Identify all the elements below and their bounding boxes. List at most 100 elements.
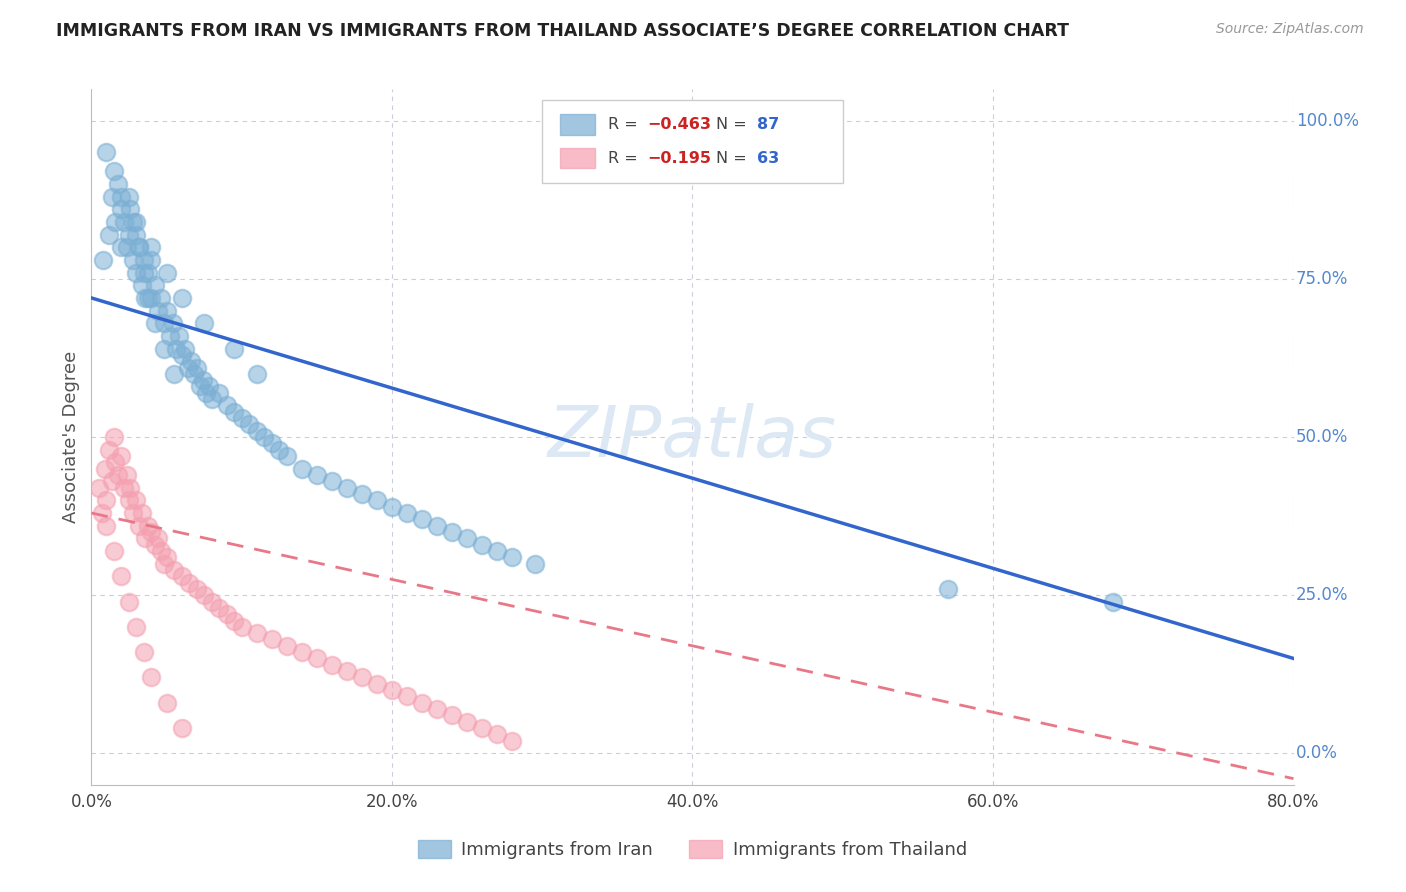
Point [167, 329, 190, 343]
Point [110, 569, 132, 583]
Point [118, 594, 141, 608]
Point [118, 227, 141, 242]
Text: N =: N = [717, 151, 752, 166]
Point [128, 240, 150, 254]
Text: ZIPatlas: ZIPatlas [548, 402, 837, 472]
Point [134, 531, 156, 545]
Point [117, 468, 139, 483]
Text: 0.0%: 0.0% [1296, 744, 1337, 763]
Point [149, 291, 172, 305]
Point [215, 399, 238, 413]
Point [276, 639, 298, 653]
Point [253, 430, 276, 444]
Point [246, 626, 269, 640]
FancyBboxPatch shape [560, 148, 595, 169]
Point [122, 506, 145, 520]
Point [107, 468, 129, 483]
Point [155, 696, 177, 710]
Point [260, 632, 283, 647]
Point [162, 316, 184, 330]
Point [456, 714, 478, 729]
Point [183, 367, 205, 381]
Point [141, 252, 163, 267]
Point [350, 487, 373, 501]
Point [411, 696, 433, 710]
Text: 25.0%: 25.0% [1296, 586, 1348, 604]
Point [456, 531, 478, 545]
Point [1102, 594, 1125, 608]
Point [440, 524, 463, 539]
Point [246, 424, 269, 438]
Point [125, 227, 148, 242]
Point [501, 550, 523, 565]
Point [336, 664, 359, 678]
Point [276, 449, 298, 463]
Text: 63: 63 [758, 151, 779, 166]
Point [238, 417, 260, 432]
Point [110, 449, 132, 463]
Point [366, 493, 388, 508]
Point [120, 202, 142, 217]
Point [96, 145, 118, 160]
Point [523, 557, 546, 571]
Text: 50.0%: 50.0% [1296, 428, 1348, 446]
Point [246, 367, 269, 381]
Point [381, 683, 404, 698]
Point [143, 278, 166, 293]
Point [96, 493, 118, 508]
Point [152, 316, 174, 330]
Point [291, 461, 314, 475]
Point [146, 303, 169, 318]
Point [426, 702, 449, 716]
Point [381, 500, 404, 514]
Point [180, 354, 202, 368]
Point [103, 430, 125, 444]
Point [96, 518, 118, 533]
Point [224, 614, 246, 628]
Point [208, 600, 231, 615]
Point [231, 620, 253, 634]
Point [122, 215, 145, 229]
Point [231, 411, 253, 425]
Point [170, 291, 193, 305]
Point [177, 575, 200, 590]
Point [141, 670, 163, 684]
Point [305, 651, 328, 665]
Point [170, 721, 193, 735]
Point [395, 506, 418, 520]
Point [440, 708, 463, 723]
Point [191, 373, 214, 387]
Point [321, 475, 343, 489]
Legend: Immigrants from Iran, Immigrants from Thailand: Immigrants from Iran, Immigrants from Th… [411, 832, 974, 866]
Point [155, 550, 177, 565]
Point [138, 518, 160, 533]
Point [125, 620, 148, 634]
Point [155, 266, 177, 280]
Point [125, 215, 148, 229]
Point [141, 240, 163, 254]
Point [208, 385, 231, 400]
Point [103, 164, 125, 178]
Text: 87: 87 [758, 117, 779, 132]
Point [131, 278, 153, 293]
Point [114, 215, 136, 229]
Point [395, 690, 418, 704]
Point [141, 291, 163, 305]
Text: R =: R = [609, 117, 643, 132]
Point [411, 512, 433, 526]
Point [471, 538, 494, 552]
Point [114, 481, 136, 495]
Point [201, 392, 224, 406]
Point [104, 455, 127, 469]
Point [193, 588, 215, 602]
Point [201, 594, 224, 608]
Point [291, 645, 314, 659]
Text: −0.195: −0.195 [647, 151, 711, 166]
Point [163, 563, 186, 577]
Point [224, 342, 246, 356]
Text: N =: N = [717, 117, 752, 132]
Point [134, 291, 156, 305]
Point [197, 379, 219, 393]
Point [132, 252, 155, 267]
Point [143, 538, 166, 552]
